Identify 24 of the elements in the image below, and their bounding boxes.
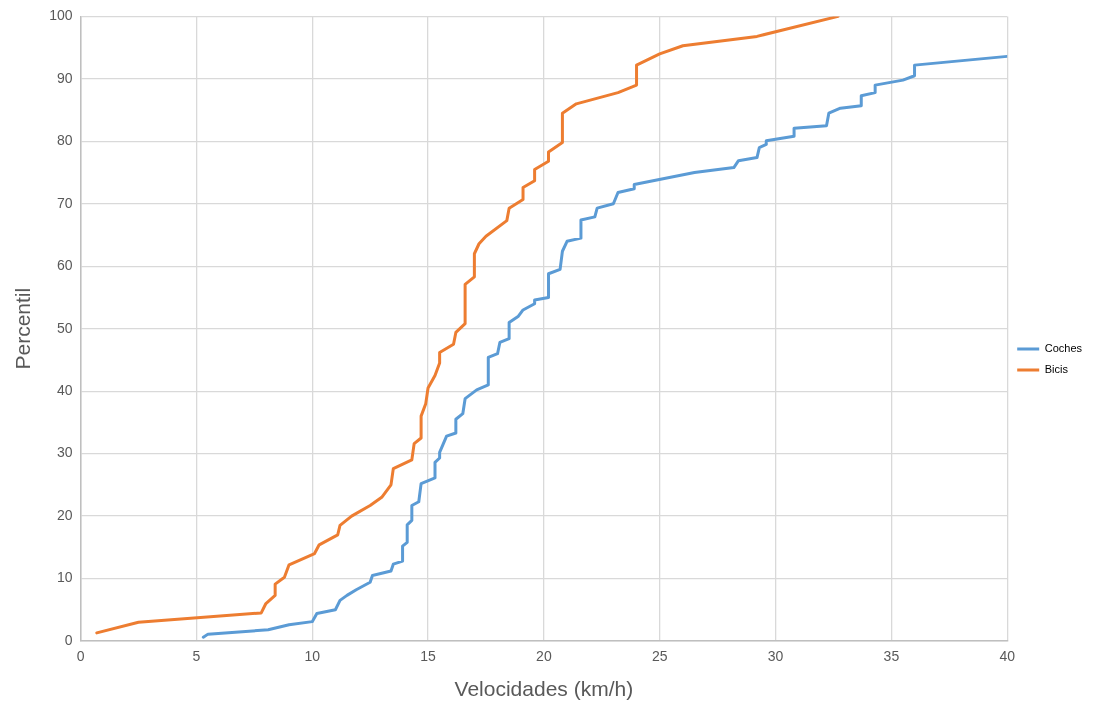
x-tick-label: 15 [420, 648, 437, 665]
x-tick-label: 20 [536, 648, 552, 665]
y-tick-label: 0 [64, 631, 73, 648]
x-tick-label: 40 [999, 648, 1016, 665]
y-tick-label: 40 [56, 382, 73, 399]
y-tick-label: 70 [56, 194, 73, 211]
y-tick-label: 80 [56, 132, 73, 149]
y-tick-label: 50 [56, 319, 73, 336]
x-tick-label: 5 [192, 648, 201, 665]
x-tick-label: 35 [883, 648, 900, 665]
y-tick-label: 20 [56, 506, 73, 523]
legend-label: Coches [1044, 342, 1083, 355]
y-tick-label: 10 [56, 569, 73, 586]
x-tick-label: 10 [304, 648, 321, 665]
x-tick-label: 0 [76, 648, 85, 665]
x-tick-label: 25 [651, 648, 668, 665]
y-tick-label: 100 [49, 7, 73, 24]
x-axis-title: Velocidades (km/h) [454, 677, 634, 701]
x-tick-label: 30 [767, 648, 784, 665]
y-tick-label: 90 [56, 69, 73, 86]
y-axis-title: Percentil [11, 287, 35, 370]
legend-label: Bicis [1044, 363, 1069, 376]
y-tick-label: 30 [56, 444, 73, 461]
y-tick-label: 60 [56, 257, 73, 274]
